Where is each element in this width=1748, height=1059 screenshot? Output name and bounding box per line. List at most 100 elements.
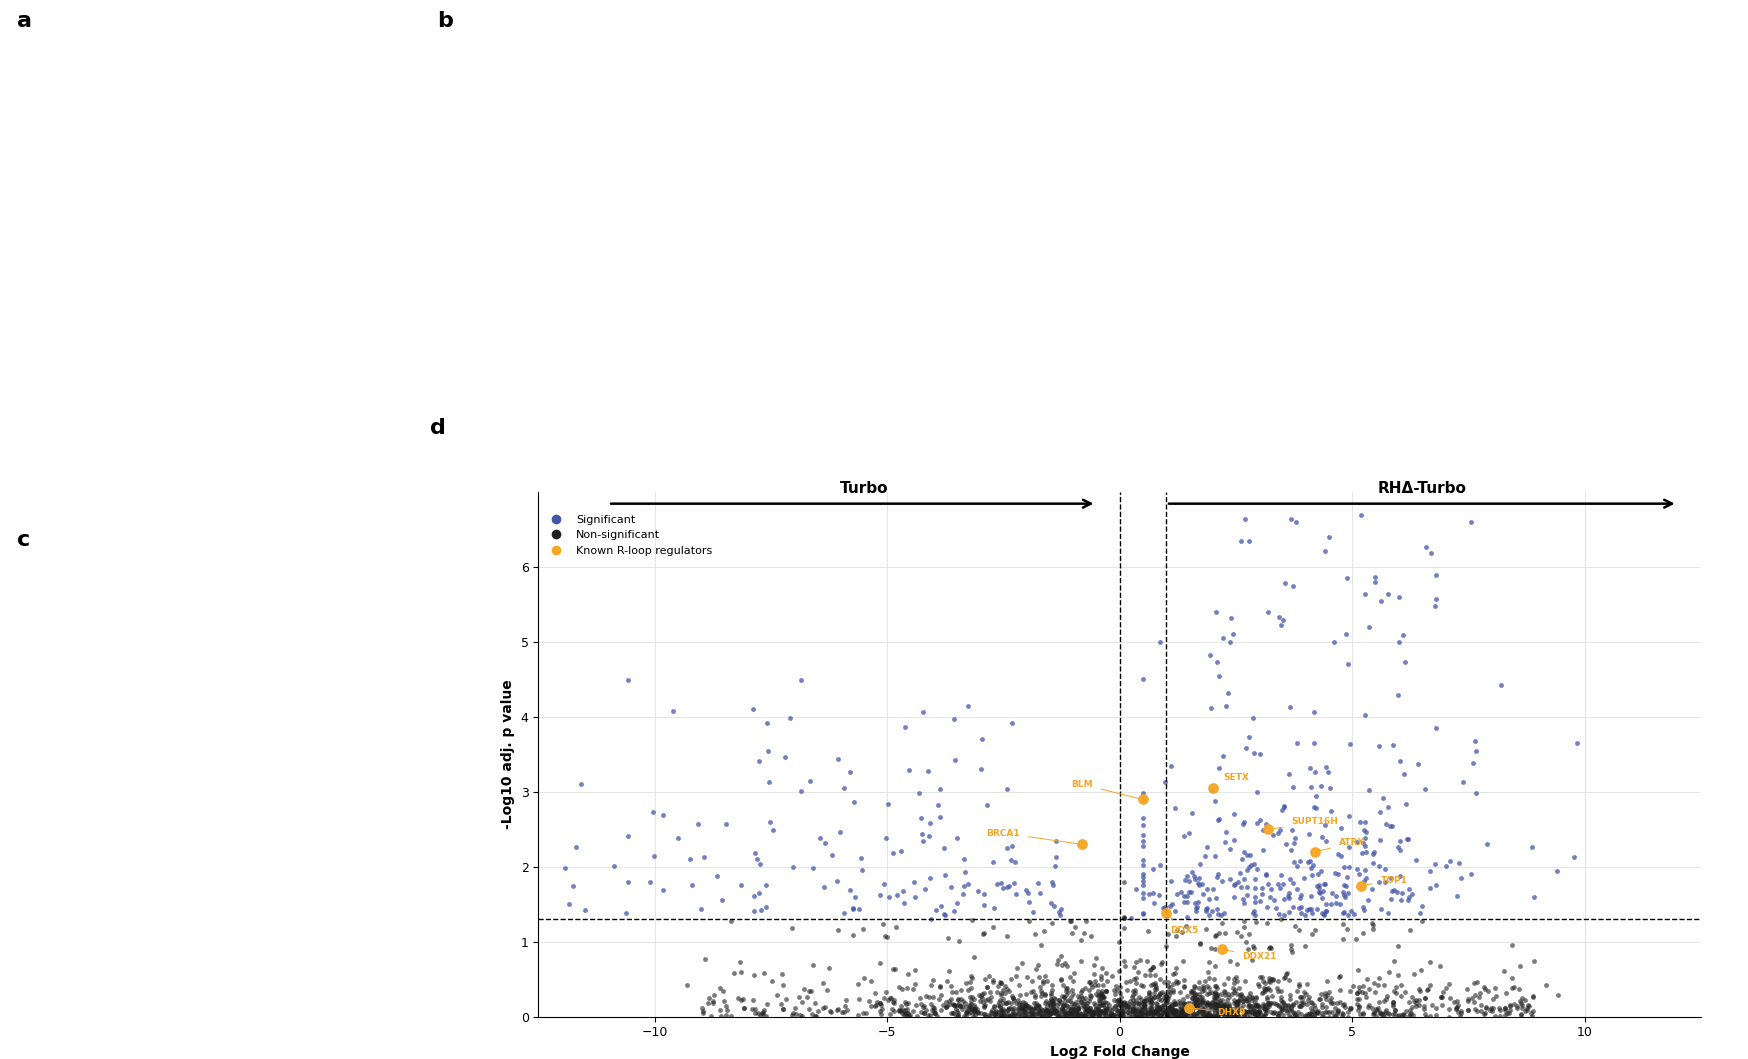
Point: [1432, 857, 1460, 874]
Point: [1063, 1005, 1091, 1022]
Point: [879, 961, 907, 977]
Point: [1052, 1007, 1080, 1024]
Point: [787, 1006, 815, 1023]
Point: [968, 986, 996, 1003]
Point: [1397, 1005, 1425, 1022]
Point: [778, 1007, 806, 1024]
Point: [1070, 997, 1098, 1013]
Point: [909, 704, 937, 721]
Point: [1180, 867, 1208, 884]
Point: [1500, 995, 1528, 1012]
Point: [1185, 935, 1213, 952]
Point: [1384, 589, 1412, 606]
Point: [1051, 1005, 1079, 1022]
Point: [1342, 985, 1370, 1002]
Point: [1166, 994, 1194, 1011]
Point: [1155, 983, 1183, 1000]
Point: [1183, 1007, 1211, 1024]
Point: [1454, 1002, 1482, 1019]
Point: [1040, 990, 1068, 1007]
Point: [1070, 1006, 1098, 1023]
Point: [1309, 876, 1337, 893]
Point: [949, 850, 977, 867]
Point: [1330, 995, 1358, 1012]
Point: [1398, 999, 1426, 1016]
Point: [1087, 987, 1115, 1004]
Point: [1404, 756, 1432, 773]
Point: [1369, 1006, 1397, 1023]
Point: [1274, 997, 1302, 1013]
Point: [1330, 884, 1358, 901]
Point: [1302, 901, 1330, 918]
Point: [1140, 1003, 1168, 1020]
Point: [1051, 989, 1079, 1006]
Point: [1463, 974, 1491, 991]
Point: [1098, 1006, 1126, 1023]
Point: [1065, 999, 1092, 1016]
Point: [1486, 1002, 1514, 1019]
Point: [1084, 983, 1112, 1000]
Text: ATRX: ATRX: [1318, 839, 1365, 851]
Point: [1066, 987, 1094, 1004]
Point: [1117, 992, 1145, 1009]
Point: [1133, 1004, 1161, 1021]
Point: [825, 922, 853, 939]
Point: [944, 895, 972, 912]
Point: [951, 995, 979, 1012]
Point: [1206, 1004, 1234, 1021]
Point: [1129, 998, 1157, 1015]
Point: [690, 951, 718, 968]
Point: [1026, 969, 1054, 986]
Point: [1126, 994, 1154, 1011]
Point: [926, 780, 954, 797]
Point: [1169, 893, 1197, 910]
Point: [729, 999, 757, 1016]
Point: [1231, 894, 1259, 911]
Point: [1255, 889, 1283, 905]
Point: [1061, 993, 1089, 1010]
Point: [1259, 988, 1287, 1005]
Point: [1255, 970, 1283, 987]
Point: [1323, 1006, 1351, 1023]
Point: [746, 855, 774, 872]
Point: [1381, 882, 1409, 899]
Point: [1306, 876, 1334, 893]
Point: [967, 993, 995, 1010]
Point: [1183, 990, 1211, 1007]
Point: [1411, 989, 1439, 1006]
Point: [1280, 995, 1308, 1012]
Point: [1033, 1007, 1061, 1024]
Point: [974, 990, 1002, 1007]
Point: [888, 1001, 916, 1018]
Point: [937, 878, 965, 895]
Point: [895, 1007, 923, 1024]
Point: [989, 994, 1017, 1011]
Point: [1503, 998, 1531, 1015]
Point: [1358, 846, 1386, 863]
Point: [745, 1004, 773, 1021]
Point: [1227, 533, 1255, 550]
Point: [1007, 1008, 1035, 1025]
Point: [1374, 585, 1402, 602]
Point: [1365, 858, 1393, 875]
Point: [1335, 839, 1363, 856]
Point: [1435, 975, 1463, 992]
Point: [1252, 1002, 1280, 1019]
Point: [1311, 907, 1339, 923]
Point: [1367, 592, 1395, 609]
Point: [1238, 998, 1266, 1015]
Point: [1358, 920, 1386, 937]
Point: [1152, 986, 1180, 1003]
Point: [1316, 896, 1344, 913]
Point: [979, 854, 1007, 870]
Point: [975, 968, 1003, 985]
Point: [1162, 972, 1190, 989]
Point: [794, 988, 822, 1005]
Point: [1084, 1001, 1112, 1018]
Point: [1224, 992, 1252, 1009]
Point: [1108, 1005, 1136, 1022]
Point: [1147, 984, 1175, 1001]
Point: [1189, 992, 1217, 1009]
Point: [1255, 995, 1283, 1012]
Point: [1266, 998, 1294, 1015]
